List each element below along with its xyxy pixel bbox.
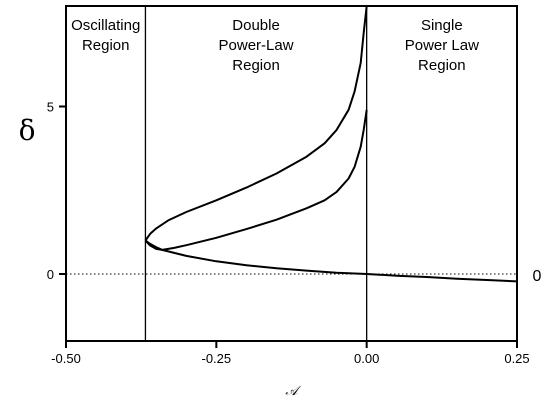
series-curve-3 <box>144 239 518 283</box>
y-tick-label: 5 <box>47 100 54 115</box>
x-axis-label: 𝒜 <box>285 384 301 399</box>
curves-layer <box>144 5 518 283</box>
region-label-single-power-law: Power Law <box>405 37 479 54</box>
x-tick-label: -0.50 <box>51 351 81 366</box>
series-curve-1 <box>144 5 368 242</box>
ticks-layer: -0.50 -0.25 0.00 0.25 0 5 <box>47 100 530 367</box>
y-tick-label: 0 <box>47 267 54 282</box>
x-tick-label: -0.25 <box>202 351 232 366</box>
x-tick-label: 0.25 <box>504 351 529 366</box>
plot-frame <box>65 5 518 342</box>
region-label-single-power-law: Region <box>418 57 466 74</box>
labels-layer: Oscillating Region Double Power-Law Region Si… <box>19 17 542 399</box>
region-label-oscillating: Region <box>82 37 130 54</box>
region-label-double-power-law: Region <box>232 57 280 74</box>
y-axis-label: δ <box>19 114 36 147</box>
region-label-single-power-law: Single <box>421 17 463 34</box>
boundaries-layer <box>66 6 517 341</box>
zero-line-label: 0 <box>533 268 542 285</box>
series-curve-2 <box>144 109 368 251</box>
region-label-double-power-law: Power-Law <box>219 37 294 54</box>
x-tick-label: 0.00 <box>354 351 379 366</box>
region-label-double-power-law: Double <box>232 17 280 34</box>
region-label-oscillating: Oscillating <box>71 17 140 34</box>
